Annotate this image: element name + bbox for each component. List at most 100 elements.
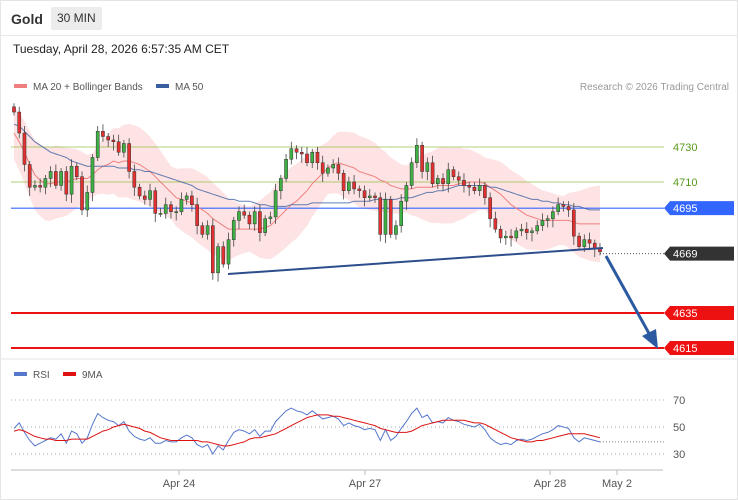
candle-body	[582, 239, 587, 247]
candle-body	[305, 153, 309, 163]
candle-body	[415, 145, 419, 163]
candle-body	[38, 185, 42, 188]
candle-body	[158, 213, 163, 215]
candle-body	[263, 218, 267, 233]
candle-body	[216, 246, 220, 274]
candle-body	[519, 228, 524, 232]
x-label-apr-28: Apr 28	[534, 478, 566, 490]
candle-body	[320, 162, 325, 174]
moving-averages	[13, 123, 600, 230]
x-label-may-2: May 2	[602, 478, 632, 490]
candle-body	[299, 151, 304, 155]
candle-body	[435, 178, 440, 184]
candle-body	[85, 192, 90, 211]
candle-body	[211, 225, 215, 274]
candle-body	[514, 230, 519, 239]
candle-body	[467, 185, 472, 188]
candle-body	[566, 206, 571, 211]
candle-body	[352, 181, 356, 190]
candle-body	[477, 185, 482, 191]
candle-body	[535, 225, 540, 232]
candle-body	[106, 136, 110, 141]
candle-body	[561, 204, 566, 207]
candle-body	[59, 171, 63, 186]
pivot-label-4695: 4695	[673, 203, 697, 215]
support-tag-4615	[664, 341, 734, 355]
projection-arrow-shaft	[604, 255, 653, 338]
candle-body	[137, 186, 142, 197]
rsi-ma-line	[13, 414, 601, 447]
bollinger-band-fill	[14, 106, 600, 263]
candle-body	[456, 176, 461, 181]
candlesticks	[12, 103, 602, 282]
candle-body	[383, 199, 388, 235]
candle-body	[394, 225, 398, 235]
candle-body	[420, 145, 424, 172]
candle-body	[409, 162, 414, 186]
candle-body	[258, 211, 262, 233]
candle-body	[441, 178, 445, 184]
candle-body	[367, 195, 372, 198]
candle-body	[545, 218, 550, 221]
candle-body	[43, 178, 48, 188]
candle-body	[69, 165, 74, 195]
candle-body	[587, 239, 592, 244]
candle-body	[472, 186, 477, 191]
candle-body	[148, 190, 152, 200]
candle-body	[195, 204, 199, 226]
rsi-tick-70: 70	[673, 395, 685, 407]
candle-body	[221, 246, 226, 265]
ma20-legend-swatch	[14, 84, 27, 88]
timeframe-badge[interactable]: 30 MIN	[51, 7, 102, 30]
candle-body	[446, 169, 451, 184]
candle-body	[373, 195, 377, 198]
ma50-legend-label: MA 50	[175, 82, 204, 93]
candle-body	[284, 158, 288, 179]
candle-body	[341, 172, 346, 191]
candle-body	[273, 190, 278, 218]
current-price-tag	[664, 246, 734, 261]
candle-body	[111, 139, 116, 143]
candle-body	[142, 195, 147, 200]
resistance-label-4710: 4710	[673, 177, 697, 189]
rsi-ma-legend-swatch	[63, 372, 76, 376]
bollinger-band	[14, 106, 600, 263]
ma50-line	[13, 123, 600, 211]
candle-body	[362, 190, 367, 198]
candle-body	[132, 171, 137, 188]
candle-body	[74, 165, 79, 177]
candle-body	[190, 195, 194, 205]
candle-body	[80, 176, 84, 211]
candle-body	[577, 235, 581, 247]
resistance-label-4730: 4730	[673, 142, 697, 154]
candle-body	[551, 211, 555, 219]
support-label-4615: 4615	[673, 343, 697, 355]
candle-body	[237, 211, 241, 221]
candle-body	[101, 131, 105, 137]
rsi-line	[13, 407, 601, 455]
candle-body	[404, 185, 409, 202]
candle-body	[184, 195, 189, 200]
candle-body	[540, 220, 545, 226]
candle-body	[347, 181, 351, 191]
support-tag-4635	[664, 306, 734, 321]
rsi-ma-legend-label: 9MA	[82, 370, 103, 381]
candle-body	[388, 199, 393, 235]
instrument-title: Gold	[11, 11, 43, 27]
projection-arrow-head	[642, 329, 658, 349]
candle-body	[122, 143, 126, 153]
candle-body	[179, 199, 184, 212]
candle-body	[116, 141, 121, 153]
top-bar: Gold 30 MIN	[0, 0, 738, 36]
candle-body	[524, 228, 529, 233]
x-label-apr-24: Apr 24	[163, 478, 195, 490]
candle-body	[336, 164, 341, 174]
candle-body	[399, 200, 403, 226]
candle-body	[451, 169, 456, 177]
rsi-legend-swatch	[14, 372, 27, 376]
candle-body	[169, 204, 173, 212]
candle-body	[64, 171, 69, 195]
candle-body	[530, 230, 534, 233]
